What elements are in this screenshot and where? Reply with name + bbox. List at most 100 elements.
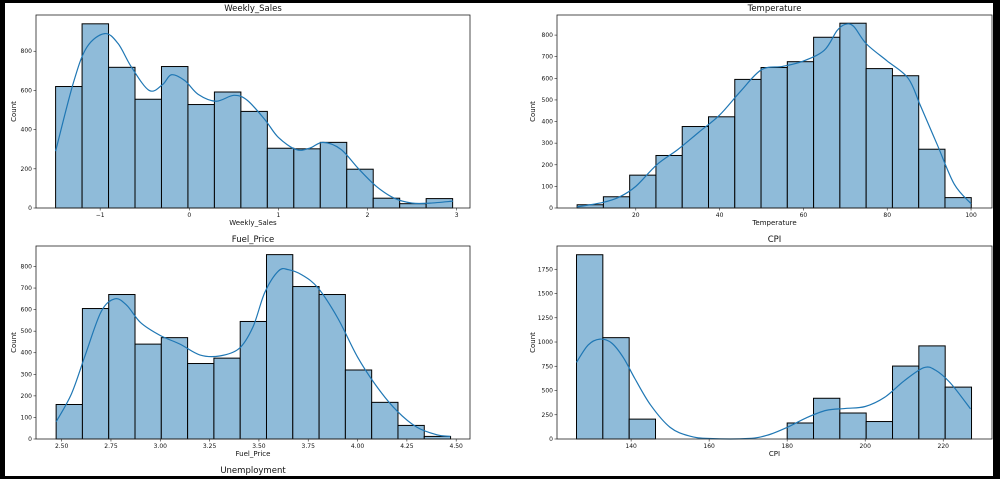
y-axis-label: Count bbox=[529, 332, 537, 353]
x-tick-label: 2 bbox=[366, 212, 370, 219]
y-tick-label: 200 bbox=[21, 393, 33, 400]
x-tick-label: 3.50 bbox=[252, 443, 266, 450]
histogram-bar bbox=[160, 66, 189, 209]
histogram-bar bbox=[918, 148, 946, 209]
histogram-bar bbox=[213, 91, 242, 209]
y-tick-label: 500 bbox=[542, 97, 554, 104]
histogram-bar bbox=[293, 148, 321, 209]
x-axis-label: Fuel_Price bbox=[236, 450, 271, 458]
x-axis-label: CPI bbox=[769, 450, 780, 458]
x-tick-label: 180 bbox=[781, 443, 793, 450]
histogram-bar bbox=[292, 286, 320, 440]
x-axis-label: Temperature bbox=[751, 219, 796, 227]
histogram-bar bbox=[55, 86, 83, 209]
y-tick-label: 0 bbox=[28, 205, 32, 212]
axes-frame bbox=[556, 245, 993, 440]
y-tick-label: 1000 bbox=[538, 339, 553, 346]
chart-title: Weekly_Sales bbox=[224, 4, 282, 14]
histogram-bar bbox=[187, 363, 215, 440]
y-axis-label: Count bbox=[10, 101, 18, 122]
x-tick-label: 4.50 bbox=[450, 443, 464, 450]
histogram-bar bbox=[266, 147, 295, 209]
x-tick-label: 20 bbox=[632, 212, 640, 219]
y-tick-label: 800 bbox=[542, 32, 554, 39]
kde-line bbox=[576, 338, 972, 440]
y-tick-label: 500 bbox=[542, 388, 554, 395]
histogram-bar bbox=[734, 78, 762, 209]
subplot-weekly-sales: −1 0 1 2 3 0 200 400 600 800 Weekly_Sales Weekly_Sa… bbox=[10, 4, 471, 227]
histogram-bar bbox=[346, 168, 374, 209]
histogram-bar bbox=[865, 421, 894, 440]
histogram-bar bbox=[655, 154, 683, 209]
x-tick-label: 220 bbox=[938, 443, 950, 450]
histogram-bar bbox=[397, 424, 425, 440]
x-tick-label: −1 bbox=[96, 212, 105, 219]
histogram-bar bbox=[918, 345, 946, 440]
kde-line bbox=[55, 267, 451, 438]
x-tick-label: 3.75 bbox=[302, 443, 316, 450]
histogram-bar bbox=[108, 66, 136, 209]
histogram-bar bbox=[55, 403, 83, 440]
histogram-bar bbox=[707, 116, 736, 209]
histogram-bar bbox=[134, 343, 162, 440]
y-tick-label: 200 bbox=[21, 166, 33, 173]
histogram-bar bbox=[108, 294, 136, 440]
y-tick-label: 400 bbox=[21, 127, 33, 134]
y-tick-label: 400 bbox=[21, 350, 33, 357]
y-tick-label: 750 bbox=[542, 363, 554, 370]
y-axis-label: Count bbox=[10, 332, 18, 353]
y-tick-label: 700 bbox=[21, 285, 33, 292]
subplot-fuel-price: 2.50 2.75 3.00 3.25 3.50 3.75 4.00 4.25 4.50 0 100… bbox=[10, 235, 471, 458]
chart-title: CPI bbox=[768, 235, 782, 245]
histogram-bar bbox=[813, 397, 841, 440]
y-tick-label: 800 bbox=[21, 263, 33, 270]
x-tick-label: 3.25 bbox=[203, 443, 217, 450]
y-tick-label: 0 bbox=[28, 436, 32, 443]
y-tick-label: 0 bbox=[549, 205, 553, 212]
histogram-bar bbox=[760, 67, 788, 209]
histogram-bar bbox=[891, 75, 920, 209]
subplot-temperature: 20 40 60 80 100 0 100 200 300 400 500 600 700 800 Temp… bbox=[529, 4, 993, 227]
y-tick-label: 100 bbox=[542, 183, 554, 190]
y-tick-label: 600 bbox=[21, 307, 33, 314]
histogram-bar bbox=[786, 61, 815, 209]
y-tick-label: 500 bbox=[21, 328, 33, 335]
x-axis-label: Weekly_Sales bbox=[229, 219, 277, 227]
y-tick-label: 400 bbox=[542, 119, 554, 126]
axes-frame bbox=[556, 14, 993, 209]
histogram-bar bbox=[318, 294, 346, 440]
chart-title: Temperature bbox=[747, 4, 802, 14]
histogram-bar bbox=[134, 98, 162, 209]
y-tick-label: 100 bbox=[21, 414, 33, 421]
histogram-bar bbox=[399, 203, 427, 209]
x-tick-label: 60 bbox=[800, 212, 808, 219]
x-tick-label: 80 bbox=[883, 212, 891, 219]
x-tick-label: 40 bbox=[716, 212, 724, 219]
histogram-bar bbox=[319, 141, 348, 209]
axes-frame bbox=[35, 14, 471, 209]
y-tick-label: 700 bbox=[542, 54, 554, 61]
x-tick-label: 3.00 bbox=[154, 443, 168, 450]
x-tick-label: 4.00 bbox=[351, 443, 365, 450]
histogram-bar bbox=[81, 23, 110, 209]
x-tick-label: 3 bbox=[455, 212, 459, 219]
histogram-bar bbox=[344, 369, 373, 440]
x-tick-label: 160 bbox=[703, 443, 715, 450]
y-tick-label: 1250 bbox=[538, 315, 553, 322]
histogram-bar bbox=[602, 337, 630, 440]
histogram-bar bbox=[681, 126, 709, 209]
y-tick-label: 250 bbox=[542, 412, 554, 419]
chart-title: Fuel_Price bbox=[232, 235, 274, 245]
histogram-bar bbox=[239, 320, 267, 440]
histogram-bar bbox=[865, 68, 893, 209]
x-tick-label: 4.25 bbox=[400, 443, 414, 450]
kde-line bbox=[577, 23, 972, 208]
y-tick-label: 1750 bbox=[538, 266, 553, 273]
histogram-bar bbox=[372, 197, 401, 209]
histogram-bar bbox=[576, 254, 604, 440]
histogram-bar bbox=[944, 386, 973, 440]
x-tick-label: 140 bbox=[625, 443, 637, 450]
histogram-bar bbox=[892, 365, 920, 440]
y-tick-label: 1500 bbox=[538, 291, 553, 298]
histogram-bar bbox=[187, 104, 215, 209]
